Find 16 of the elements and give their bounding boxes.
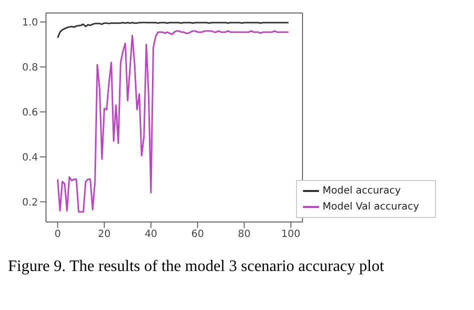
line-series bbox=[56, 22, 290, 38]
line-series bbox=[56, 30, 290, 213]
caption: Figure 9. The results of the model 3 scenario accuracy plot bbox=[8, 258, 386, 276]
x-tick-label: 100 bbox=[281, 229, 300, 240]
legend-label: Model Val accuracy bbox=[322, 202, 419, 213]
y-tick-label: 0.4 bbox=[22, 152, 38, 164]
x-tick-label: 60 bbox=[191, 229, 204, 240]
legend-label: Model accuracy bbox=[322, 186, 401, 197]
x-tick-label: 80 bbox=[238, 229, 251, 240]
y-tick-label: 0.8 bbox=[22, 62, 38, 74]
y-tick-label: 0.2 bbox=[22, 197, 38, 208]
y-tick-label: 1.0 bbox=[22, 18, 38, 29]
x-tick-label: 40 bbox=[144, 229, 158, 240]
x-tick-label: 0 bbox=[54, 229, 61, 240]
x-tick-label: 20 bbox=[98, 229, 111, 240]
y-tick-label: 0.6 bbox=[22, 107, 38, 118]
